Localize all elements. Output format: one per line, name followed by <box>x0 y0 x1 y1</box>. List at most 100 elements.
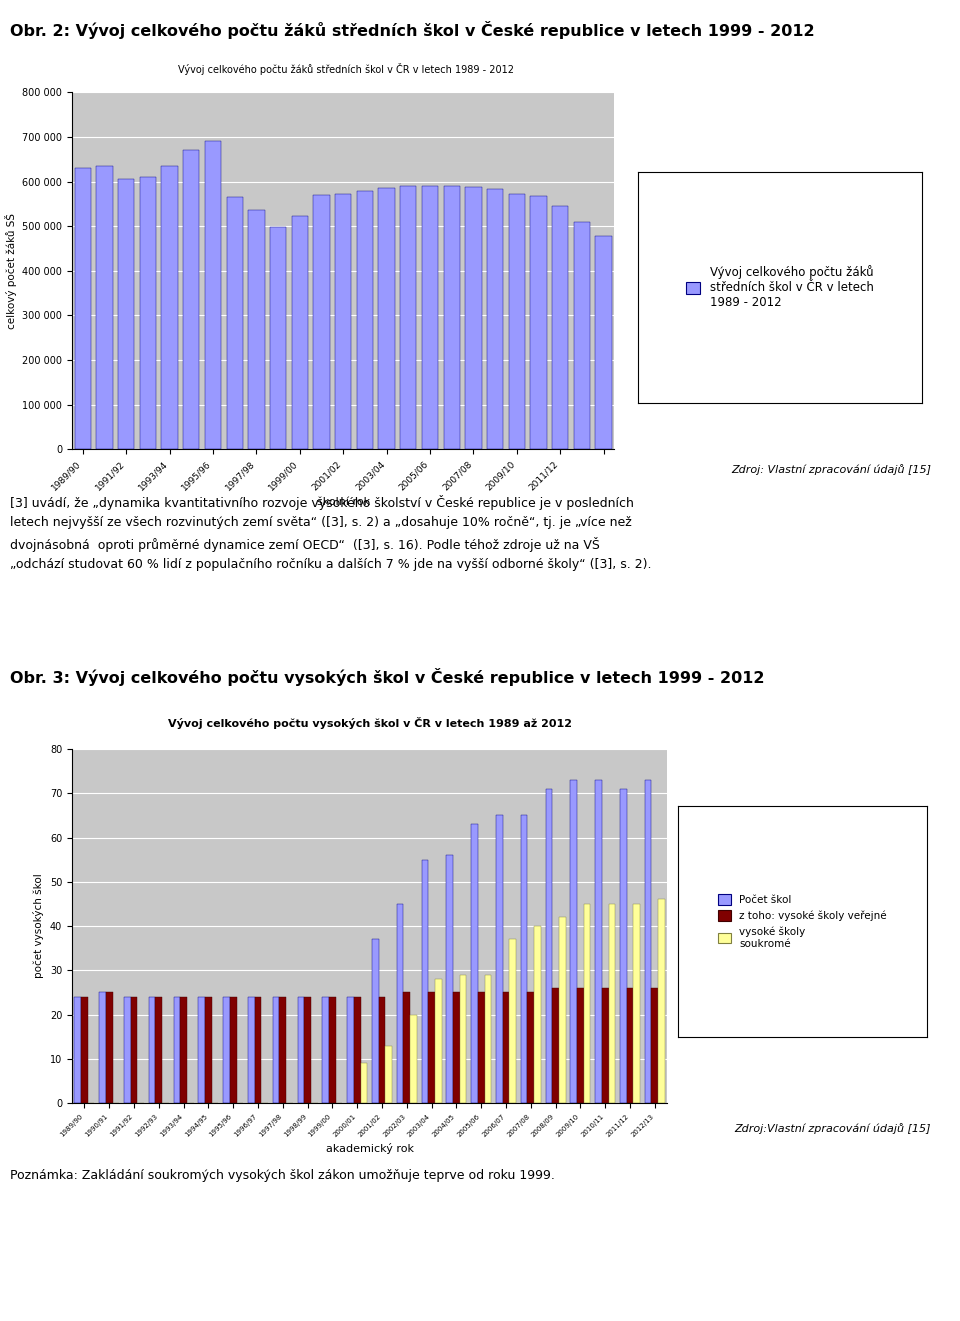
Text: Vývoj celkového počtu vysokých škol v ČR v letech 1989 až 2012: Vývoj celkového počtu vysokých škol v ČR… <box>168 716 571 729</box>
Bar <box>270 227 286 449</box>
Text: Zdroj:Vlastní zpracování údajů [15]: Zdroj:Vlastní zpracování údajů [15] <box>734 1123 931 1135</box>
Bar <box>577 988 584 1103</box>
Bar <box>106 992 112 1103</box>
Bar <box>249 210 265 449</box>
Bar <box>645 779 652 1103</box>
Bar <box>81 997 87 1103</box>
Bar <box>199 997 205 1103</box>
Bar <box>140 177 156 449</box>
Bar <box>527 992 534 1103</box>
Bar <box>183 151 200 449</box>
Bar <box>204 140 221 449</box>
Bar <box>620 789 627 1103</box>
Bar <box>279 997 286 1103</box>
Bar <box>552 206 568 449</box>
Bar <box>396 904 403 1103</box>
Text: [3] uvádí, že „dynamika kvantitativního rozvoje vysokého školství v České republ: [3] uvádí, že „dynamika kvantitativního … <box>10 495 651 571</box>
Bar <box>99 992 106 1103</box>
Bar <box>444 186 460 449</box>
Bar <box>378 189 395 449</box>
Bar <box>161 166 178 449</box>
Y-axis label: celkový počet žáků SŠ: celkový počet žáků SŠ <box>5 213 16 329</box>
Bar <box>227 197 243 449</box>
Legend: Vývoj celkového počtu žáků
středních škol v ČR v letech
1989 - 2012: Vývoj celkového počtu žáků středních ško… <box>682 260 878 314</box>
Bar <box>520 815 527 1103</box>
Bar <box>254 997 261 1103</box>
Bar <box>400 186 417 449</box>
Bar <box>378 997 385 1103</box>
Bar <box>634 904 640 1103</box>
Bar <box>602 988 609 1103</box>
Text: Poznámka: Zakládání soukromých vysokých škol zákon umožňuje teprve od roku 1999.: Poznámka: Zakládání soukromých vysokých … <box>10 1169 555 1182</box>
Bar <box>292 217 308 449</box>
Bar <box>323 997 329 1103</box>
Bar <box>96 166 112 449</box>
Bar <box>478 992 485 1103</box>
Bar <box>659 900 665 1103</box>
Bar <box>205 997 212 1103</box>
Bar <box>453 992 460 1103</box>
Bar <box>471 824 478 1103</box>
Bar <box>354 997 361 1103</box>
Bar <box>298 997 304 1103</box>
Bar <box>552 988 559 1103</box>
Bar <box>503 992 510 1103</box>
Bar <box>329 997 336 1103</box>
Legend: Počet škol, z toho: vysoké školy veřejné, vysoké školy
soukromé: Počet škol, z toho: vysoké školy veřejné… <box>714 890 891 952</box>
Bar <box>335 194 351 449</box>
Text: Obr. 2: Vývoj celkového počtu žáků středních škol v České republice v letech 199: Obr. 2: Vývoj celkového počtu žáků střed… <box>10 21 814 40</box>
Bar <box>223 997 229 1103</box>
Bar <box>156 997 162 1103</box>
Bar <box>485 975 492 1103</box>
Bar <box>403 992 410 1103</box>
Bar <box>435 979 442 1103</box>
X-axis label: akademický rok: akademický rok <box>325 1144 414 1155</box>
Bar <box>652 988 659 1103</box>
X-axis label: školní rok: školní rok <box>317 497 370 507</box>
Bar <box>627 988 634 1103</box>
Bar <box>74 997 81 1103</box>
Bar <box>510 939 516 1103</box>
Bar <box>313 196 329 449</box>
Bar <box>180 997 187 1103</box>
Bar <box>357 190 373 449</box>
Bar <box>118 180 134 449</box>
Bar <box>304 997 311 1103</box>
Bar <box>131 997 137 1103</box>
Bar <box>174 997 180 1103</box>
Bar <box>361 1063 368 1103</box>
Bar <box>509 194 525 449</box>
Bar <box>559 917 565 1103</box>
Bar <box>487 189 503 449</box>
Bar <box>466 188 482 449</box>
Bar <box>421 860 428 1103</box>
Bar <box>534 926 540 1103</box>
Text: Vývoj celkového počtu žáků středních škol v ČR v letech 1989 - 2012: Vývoj celkového počtu žáků středních ško… <box>178 63 514 75</box>
Bar <box>446 855 453 1103</box>
Bar <box>385 1045 392 1103</box>
Bar <box>410 1015 417 1103</box>
Bar <box>496 815 503 1103</box>
Bar <box>273 997 279 1103</box>
Bar <box>229 997 236 1103</box>
Bar <box>421 186 438 449</box>
Bar <box>545 789 552 1103</box>
Bar <box>428 992 435 1103</box>
Bar <box>570 779 577 1103</box>
Text: Obr. 3: Vývoj celkového počtu vysokých škol v České republice v letech 1999 - 20: Obr. 3: Vývoj celkového počtu vysokých š… <box>10 668 764 686</box>
Bar <box>372 939 378 1103</box>
Bar <box>595 236 612 449</box>
Bar <box>124 997 131 1103</box>
Bar <box>149 997 156 1103</box>
Text: Zdroj: Vlastní zpracování údajů [15]: Zdroj: Vlastní zpracování údajů [15] <box>732 464 931 476</box>
Bar <box>348 997 354 1103</box>
Bar <box>595 779 602 1103</box>
Bar <box>609 904 615 1103</box>
Y-axis label: počet vysokých škol: počet vysokých škol <box>34 873 44 979</box>
Bar <box>460 975 467 1103</box>
Bar <box>574 222 590 449</box>
Bar <box>248 997 254 1103</box>
Bar <box>584 904 590 1103</box>
Bar <box>530 197 546 449</box>
Bar <box>75 168 91 449</box>
